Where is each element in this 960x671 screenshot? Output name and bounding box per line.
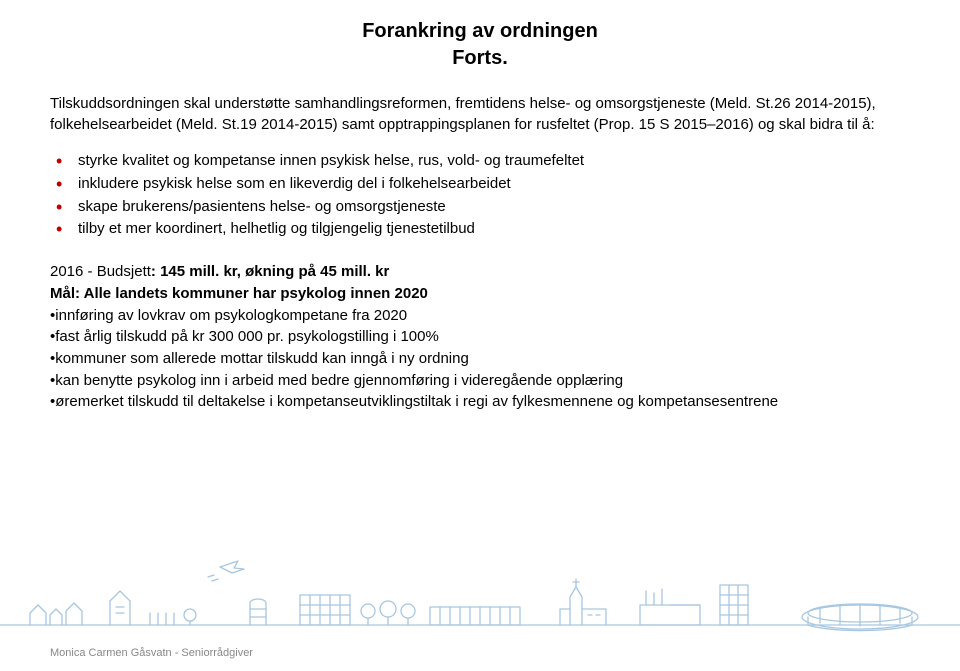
bullet-item: inkludere psykisk helse som en likeverdi… [78,174,910,195]
section2-item: •kommuner som allerede mottar tilskudd k… [50,349,910,370]
budget-line: 2016 - Budsjett: 145 mill. kr, økning på… [50,262,910,283]
bullet-item: styrke kvalitet og kompetanse innen psyk… [78,151,910,172]
title-block: Forankring av ordningen Forts. [50,18,910,72]
footer-author: Monica Carmen Gåsvatn - Seniorrådgiver [50,647,253,659]
budget-value: : 145 mill. kr, økning på 45 mill. kr [151,263,389,280]
section2-item: •kan benytte psykolog inn i arbeid med b… [50,371,910,392]
footer-skyline-icon [0,555,960,637]
goal-line: Mål: Alle landets kommuner har psykolog … [50,284,910,305]
title-line-1: Forankring av ordningen [50,18,910,45]
section2-item-text: innføring av lovkrav om psykologkompetan… [55,307,407,324]
document-page: Forankring av ordningen Forts. Tilskudds… [0,0,960,413]
budget-label: 2016 - Budsjett [50,263,151,280]
section2-item: •innføring av lovkrav om psykologkompeta… [50,306,910,327]
bullet-list: styrke kvalitet og kompetanse innen psyk… [50,151,910,240]
bullet-item: skape brukerens/pasientens helse- og oms… [78,197,910,218]
section2-item-text: øremerket tilskudd til deltakelse i komp… [55,393,778,410]
section2-item: •fast årlig tilskudd på kr 300 000 pr. p… [50,327,910,348]
title-line-2: Forts. [50,45,910,72]
intro-paragraph: Tilskuddsordningen skal understøtte samh… [50,94,910,135]
section-2: 2016 - Budsjett: 145 mill. kr, økning på… [50,262,910,413]
section2-item-text: fast årlig tilskudd på kr 300 000 pr. ps… [55,328,439,345]
bullet-item: tilby et mer koordinert, helhetlig og ti… [78,219,910,240]
section2-item-text: kan benytte psykolog inn i arbeid med be… [55,372,623,389]
section2-item-text: kommuner som allerede mottar tilskudd ka… [55,350,469,367]
section2-item: •øremerket tilskudd til deltakelse i kom… [50,392,910,413]
